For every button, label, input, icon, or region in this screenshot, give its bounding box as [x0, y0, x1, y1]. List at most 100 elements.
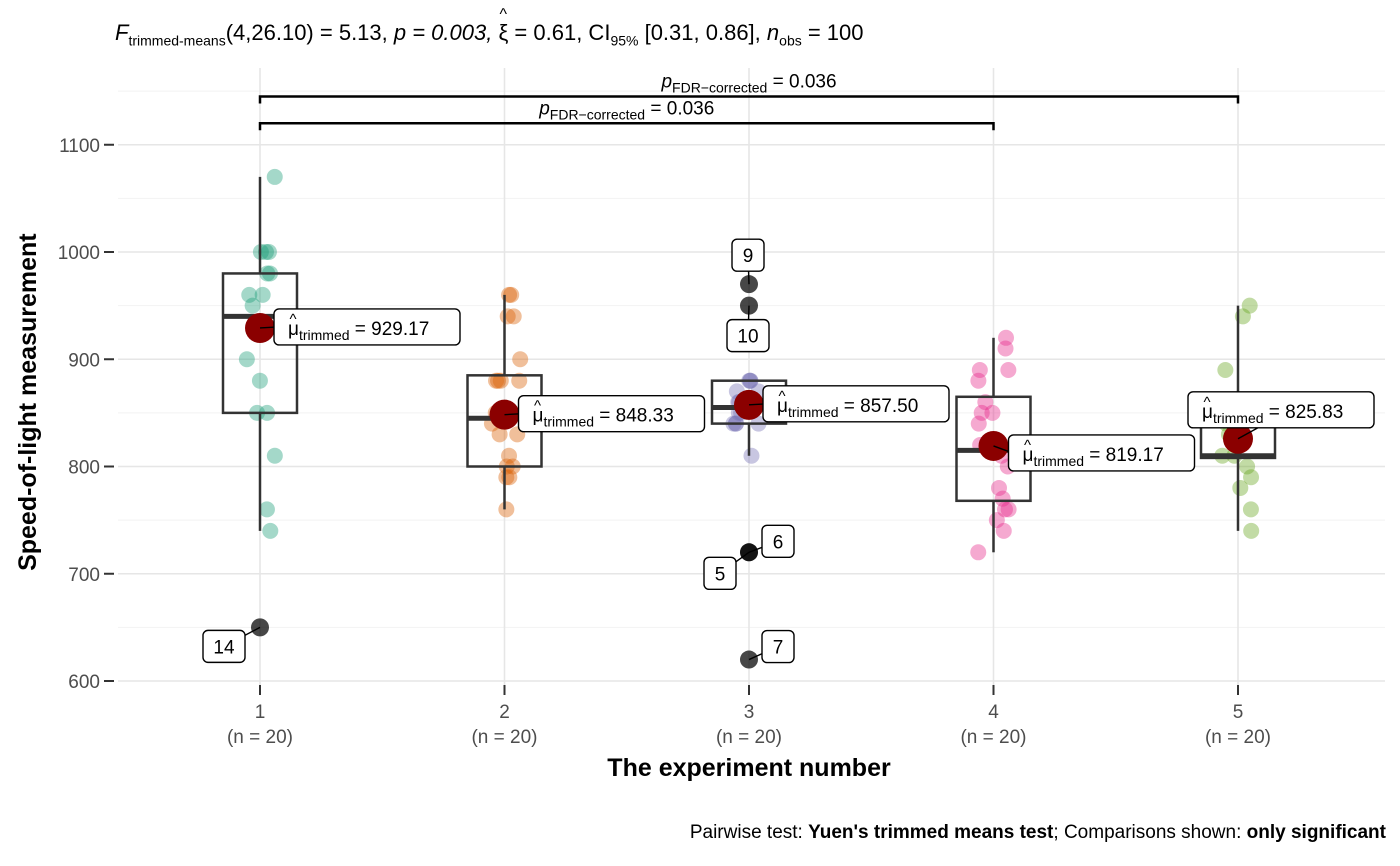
data-point: [490, 372, 507, 389]
outlier-label: 5: [715, 564, 726, 585]
group-1: 14 μtrimmed = 929.17^: [202, 168, 461, 664]
mean-label-box: [1007, 434, 1196, 472]
data-point: [266, 447, 283, 464]
mean-label-hat: ^: [534, 398, 541, 415]
data-point: [984, 404, 1001, 421]
data-point: [996, 501, 1013, 518]
mean-label: μtrimmed = 819.17: [1023, 445, 1164, 469]
mean-label-hat: ^: [289, 311, 296, 328]
data-point: [492, 372, 509, 389]
x-tick-label: 3: [744, 702, 755, 723]
comparison-bracket: [258, 122, 995, 131]
x-axis-label: The experiment number: [607, 754, 891, 782]
y-tick-label: 600: [68, 672, 100, 693]
mean-label-box: [273, 308, 461, 346]
data-point: [238, 351, 255, 368]
y-tick-label: 900: [68, 350, 100, 371]
data-point: [491, 426, 508, 443]
data-point: [1000, 361, 1017, 378]
mean-label: μtrimmed = 929.17: [288, 319, 429, 343]
x-tick-sublabel: (n = 20): [471, 727, 537, 748]
mean-label-hat: ^: [1203, 394, 1210, 411]
y-tick-label: 700: [68, 565, 100, 586]
mean-label-leader: [1237, 427, 1259, 440]
mean-label-hat: ^: [1024, 437, 1031, 454]
outlier-label-box: [703, 556, 737, 590]
data-point: [1242, 501, 1259, 518]
outlier-label: 6: [773, 532, 784, 553]
data-point: [260, 244, 277, 260]
data-point: [994, 490, 1011, 507]
outlier-label: 9: [743, 246, 754, 267]
mean-label-box: [517, 394, 706, 433]
outlier-label: 7: [773, 638, 784, 659]
data-point: [971, 361, 988, 378]
x-tick-sublabel: (n = 20): [960, 727, 1026, 748]
data-point: [1239, 458, 1256, 475]
data-point: [970, 415, 987, 432]
data-point: [512, 351, 529, 368]
mean-label-hat: ^: [778, 388, 785, 405]
chart-subtitle: Ftrimmed-means(4,26.10) = 5.13, p = 0.00…: [115, 6, 864, 48]
group-4: μtrimmed = 819.17^: [955, 329, 1196, 561]
y-tick-label: 1000: [58, 243, 100, 264]
outlier-label-box: [761, 524, 795, 558]
data-point: [251, 372, 268, 389]
data-point: [997, 340, 1014, 357]
outlier-label-box: [761, 629, 795, 664]
x-tick-label: 2: [499, 702, 510, 723]
comparison-label: pFDR−corrected = 0.036: [660, 71, 836, 95]
x-axis: 1 (n = 20) 2 (n = 20) 3 (n = 20) 4 (n = 20) 5 (n …: [227, 685, 1271, 782]
data-point: [1232, 479, 1249, 496]
x-tick-label: 1: [255, 702, 266, 723]
outlier-label-box: [731, 238, 765, 272]
data-point: [1243, 522, 1260, 539]
data-point: [503, 286, 520, 303]
x-tick-sublabel: (n = 20): [227, 727, 293, 748]
outlier-label-box: [202, 629, 246, 664]
data-point: [498, 469, 515, 486]
group-5: μtrimmed = 825.83^: [1187, 297, 1375, 539]
group-2: μtrimmed = 848.33^: [466, 286, 706, 518]
x-tick-sublabel: (n = 20): [1205, 727, 1271, 748]
outlier-label: 14: [213, 637, 235, 658]
data-point: [244, 297, 261, 314]
outlier-label-box: [726, 318, 770, 353]
x-tick-label: 5: [1233, 702, 1244, 723]
y-axis-label: Speed-of-light measurement: [14, 233, 42, 571]
outlier-label: 10: [737, 327, 758, 348]
data-point: [977, 394, 994, 411]
data-point: [498, 501, 515, 518]
grid: [118, 68, 1385, 695]
data-point: [1241, 297, 1258, 314]
data-point: [973, 404, 990, 421]
y-axis: 600 700 800 900 1000 1100 Speed-of-light measu…: [14, 136, 114, 693]
chart-caption: Pairwise test: Yuen's trimmed means test…: [689, 822, 1386, 843]
comparisons: pFDR−corrected = 0.036 pFDR−corrected = 0…: [258, 71, 1240, 131]
data-point: [1217, 361, 1234, 378]
data-point: [266, 168, 283, 185]
mean-label: μtrimmed = 848.33: [533, 406, 674, 430]
data-point: [511, 372, 528, 389]
data-point: [990, 479, 1007, 496]
data-point: [488, 372, 505, 389]
comparison-bracket: [258, 95, 1240, 104]
comparison-label: pFDR−corrected = 0.036: [538, 98, 714, 122]
data-point: [254, 286, 271, 303]
data-point: [505, 308, 522, 325]
mean-label-box: [762, 385, 950, 423]
data-point: [258, 501, 275, 518]
data-point: [1000, 501, 1017, 518]
chart: 600 700 800 900 1000 1100 Speed-of-light measu…: [14, 68, 1385, 782]
mean-label: μtrimmed = 857.50: [777, 396, 918, 420]
data-point: [970, 372, 987, 389]
data-point: [970, 544, 987, 561]
y-tick-label: 800: [68, 458, 100, 479]
x-tick-sublabel: (n = 20): [716, 727, 782, 748]
data-point: [743, 447, 760, 464]
data-point: [241, 286, 258, 303]
group-3: 9 10 6 5 7 μtrimmed = 857.50^: [703, 238, 950, 669]
data-point: [501, 447, 518, 464]
mean-label: μtrimmed = 825.83: [1202, 402, 1343, 426]
y-tick-label: 1100: [59, 136, 100, 157]
